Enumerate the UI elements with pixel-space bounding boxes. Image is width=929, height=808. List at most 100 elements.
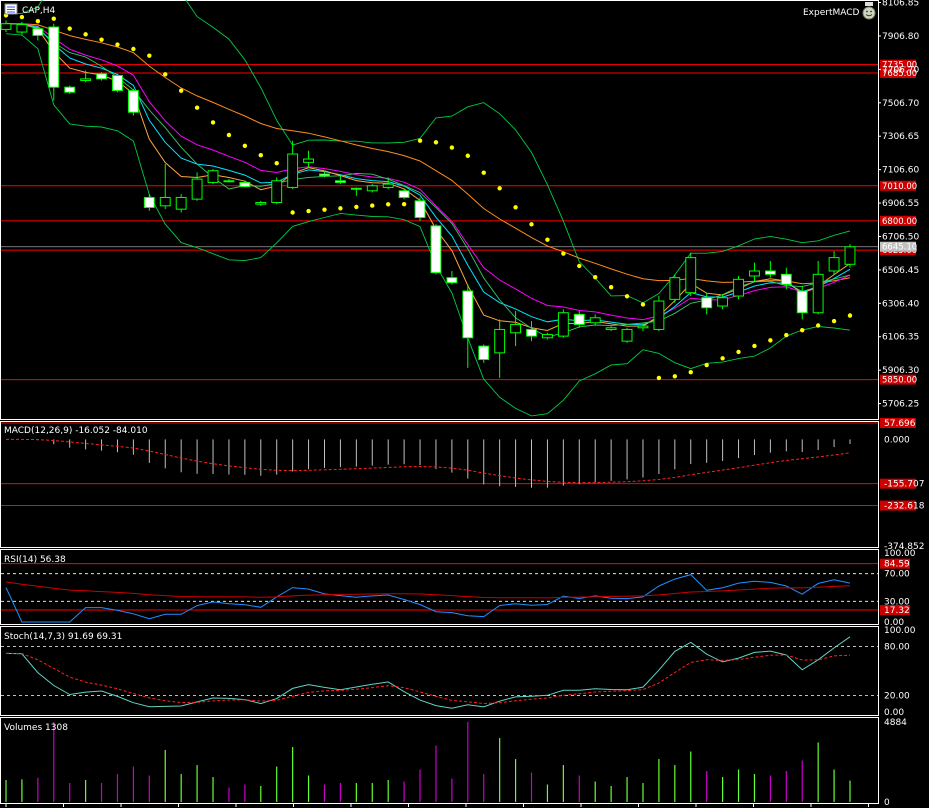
psar-dot <box>752 343 757 349</box>
level-tag-box <box>880 180 916 191</box>
stoch-tick-label: 0.00 <box>884 708 904 718</box>
rsi-level-tag-box <box>880 558 910 569</box>
candle-body <box>112 75 123 92</box>
psar-dot <box>417 138 423 143</box>
current-price-tag-box <box>880 241 916 252</box>
candle-body <box>96 73 107 80</box>
candle-body <box>526 328 537 337</box>
psar-dot <box>656 375 662 381</box>
stoch-label: Stoch(14,7,3) 91.69 69.31 <box>4 632 122 642</box>
candle-body <box>191 178 203 200</box>
candle-body <box>271 180 283 203</box>
rsi-level-tag-box <box>880 605 910 616</box>
psar-dot <box>577 263 582 269</box>
psar-dot <box>35 18 41 24</box>
psar-dot <box>433 140 439 145</box>
price-tick-label: 5906.30 <box>882 366 919 376</box>
psar-dot <box>385 202 391 207</box>
level-tag-label: 7010.00 <box>882 182 917 192</box>
candle-body <box>159 196 171 207</box>
candle-body <box>780 273 792 285</box>
candle-body <box>127 90 139 113</box>
psar-dot <box>640 302 646 307</box>
candle-body <box>350 187 362 190</box>
candle-body <box>398 190 410 198</box>
psar-dot <box>593 274 598 280</box>
candle-body <box>80 78 92 82</box>
psar-dot <box>354 204 359 210</box>
candle-body <box>382 183 394 188</box>
macd-level-tag-box <box>880 500 916 511</box>
level-tag-box <box>880 215 916 226</box>
candle-body <box>669 277 681 300</box>
psar-dot <box>178 88 184 93</box>
candle-body <box>446 277 458 284</box>
candle-body <box>573 313 585 325</box>
candle-body <box>207 170 219 183</box>
level-tag-box <box>880 59 916 70</box>
price-tick-label: 7106.60 <box>882 166 919 176</box>
expert-name: ExpertMACD <box>803 8 860 18</box>
rsi-signal-line <box>5 581 851 599</box>
stoch-main-line <box>5 636 851 709</box>
expert-advisor-label[interactable]: ExpertMACD <box>803 2 876 20</box>
psar-dot <box>290 210 295 215</box>
psar-dot <box>481 170 486 175</box>
macd-label: MACD(12,26,9) -16.052 -84.010 <box>4 426 148 436</box>
psar-dot <box>704 362 709 368</box>
candle-body <box>303 158 315 163</box>
rsi-tick-label: 30.00 <box>884 597 910 607</box>
volume-tick-label: 0 <box>884 798 890 808</box>
bollinger-lower-band <box>5 33 851 417</box>
psar-dot <box>226 132 232 138</box>
macd-level-tag-box <box>880 478 916 489</box>
price-tick-label: 6506.45 <box>882 266 919 276</box>
stoch-tick-label: 20.00 <box>884 692 910 702</box>
rsi-tick-label: 84.59 <box>884 560 910 570</box>
candle-body <box>701 297 713 309</box>
psar-dot <box>306 208 311 214</box>
psar-dot <box>401 201 407 207</box>
rsi-tick-label: 0.00 <box>884 618 904 628</box>
psar-dot <box>322 207 327 212</box>
psar-dot <box>800 327 805 333</box>
rsi-panel-frame <box>0 549 879 625</box>
price-tick-label: 7506.70 <box>882 99 919 109</box>
price-tick-label: 7906.80 <box>882 32 919 42</box>
rsi-tick-label: 100.00 <box>884 549 916 559</box>
psar-dot <box>624 294 630 299</box>
macd-panel: 57.696 0.000 -155.707 -232.618 -374.852 MACD… <box>0 418 925 552</box>
price-tick-label: 5706.25 <box>882 400 919 410</box>
price-tick-label: 7306.65 <box>882 132 919 142</box>
stoch-tick-label: 80.00 <box>884 642 910 652</box>
candle-body <box>812 273 824 314</box>
psar-dot <box>258 152 263 158</box>
macd-tick-label: -374.852 <box>884 542 924 552</box>
psar-dot <box>545 237 550 242</box>
psar-dot <box>529 222 534 227</box>
psar-dot <box>449 145 455 150</box>
psar-dot <box>115 42 120 47</box>
level-tag-label: 6800.00 <box>882 217 917 227</box>
candle-body <box>366 185 378 192</box>
psar-dot <box>99 37 104 42</box>
symbol-title: CAP,H4 <box>4 3 55 16</box>
candle-body <box>828 257 840 272</box>
psar-dot <box>815 323 821 328</box>
psar-dot <box>736 349 741 355</box>
ma-fast-orange <box>5 23 851 332</box>
candle-body <box>64 86 76 93</box>
psar-dot <box>147 53 152 58</box>
psar-dot <box>370 203 375 208</box>
candle-body <box>605 327 617 330</box>
candle-body <box>0 23 12 30</box>
rsi-tick-label: 17.32 <box>884 606 910 616</box>
time-axis <box>5 803 869 807</box>
expert-smiley-icon[interactable] <box>862 6 876 20</box>
level-tag-box <box>880 374 916 385</box>
stoch-tick-label: 100.00 <box>884 626 916 636</box>
candle-body <box>557 312 569 337</box>
ma-magenta <box>5 23 851 321</box>
